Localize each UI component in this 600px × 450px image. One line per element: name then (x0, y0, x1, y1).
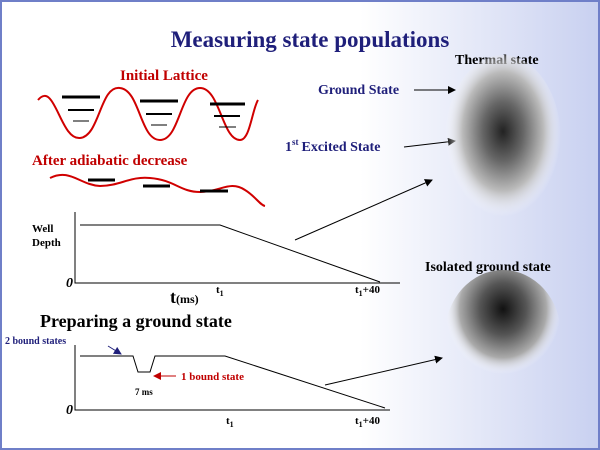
arrow-to-thermal (294, 179, 433, 241)
t1-40-label: t1+40 (355, 415, 380, 429)
graph2-axes (74, 345, 390, 411)
time-axis-label: t(ms) (170, 287, 199, 307)
graph1-axes (74, 212, 400, 284)
initial-lattice-label: Initial Lattice (120, 68, 208, 84)
excited-state-label: 1st Excited State (285, 137, 380, 155)
depth-label: Depth (32, 237, 61, 249)
well-label: Well (32, 223, 53, 235)
graph1-curve (80, 224, 381, 283)
shallow-levels (88, 178, 228, 193)
t1-label: t1 (226, 415, 234, 429)
title: Measuring state populations (171, 27, 450, 52)
sub: 1 (359, 289, 363, 298)
t: t (355, 415, 359, 427)
zero-label: 0 (66, 276, 73, 291)
isolated-image (445, 270, 561, 400)
duration-label: 7 ms (135, 387, 153, 397)
graph2-title: Preparing a ground state (40, 311, 232, 331)
two-bound-arrow (107, 345, 122, 355)
t: t (355, 284, 359, 296)
suffix: +40 (363, 415, 381, 427)
sub: 1 (230, 420, 234, 429)
excited-sup: st (292, 137, 299, 147)
unit: (ms) (176, 292, 199, 306)
initial-lattice-wave (37, 86, 259, 142)
t: t (170, 287, 176, 307)
after-decrease-label: After adiabatic decrease (32, 153, 188, 169)
two-bound-label: 2 bound states (5, 336, 66, 347)
t: t (226, 415, 230, 427)
excited-number: 1 (285, 140, 292, 155)
arrow-to-isolated (324, 355, 443, 386)
t1-40-label: t1+40 (355, 284, 380, 298)
one-bound-label: 1 bound state (181, 371, 244, 383)
suffix: +40 (363, 284, 381, 296)
sub: 1 (220, 289, 224, 298)
t1-label: t1 (216, 284, 224, 298)
thermal-image (445, 55, 561, 225)
t: t (216, 284, 220, 296)
graph2-curve (80, 355, 386, 409)
isolated-state-label: Isolated ground state (425, 260, 551, 275)
excited-text: Excited State (302, 140, 381, 155)
lattice-levels (62, 95, 245, 128)
ground-state-label: Ground State (318, 83, 399, 98)
shallow-lattice-wave (49, 173, 266, 207)
zero-label: 0 (66, 403, 73, 418)
sub: 1 (359, 420, 363, 429)
